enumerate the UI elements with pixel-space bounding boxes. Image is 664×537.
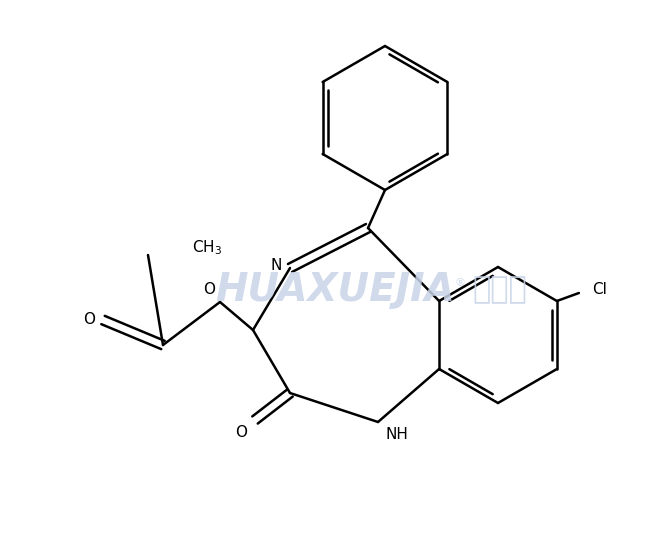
Text: HUAXUEJIA: HUAXUEJIA — [215, 271, 455, 309]
Text: O: O — [203, 282, 215, 297]
Text: O: O — [235, 425, 247, 440]
Text: ®: ® — [455, 278, 466, 288]
Text: N: N — [271, 258, 282, 272]
Text: CH$_3$: CH$_3$ — [192, 238, 222, 257]
Text: O: O — [83, 313, 95, 328]
Text: Cl: Cl — [592, 281, 607, 296]
Text: 化学加: 化学加 — [472, 275, 527, 304]
Text: NH: NH — [386, 427, 409, 442]
